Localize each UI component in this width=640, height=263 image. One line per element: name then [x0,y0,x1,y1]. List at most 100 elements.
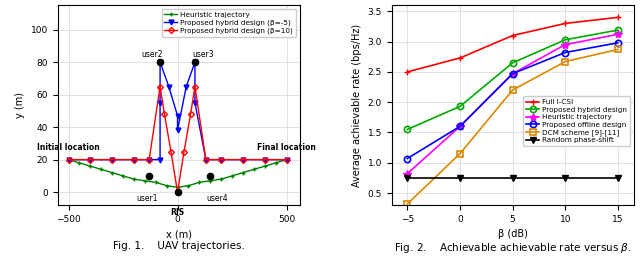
Line: DCM scheme [9]-[11]: DCM scheme [9]-[11] [404,46,621,207]
Heuristic trajectory [163,184,170,187]
Proposed offline design [456,125,464,128]
Heuristic trajectory [250,168,258,171]
DCM scheme [9]-[11] [456,152,464,155]
Full I-CSI [561,22,569,25]
Proposed hybrid design (β=10) [65,158,72,161]
Heuristic trajectory [561,43,569,46]
Heuristic trajectory [65,158,72,161]
Proposed hybrid design (β=-5) [156,101,164,104]
Heuristic trajectory [108,171,116,174]
Heuristic trajectory [261,165,269,168]
Heuristic trajectory [228,174,236,178]
Heuristic trajectory [239,171,247,174]
Heuristic trajectory [97,168,105,171]
Proposed offline design [561,51,569,54]
Line: Proposed offline design: Proposed offline design [404,40,621,162]
Proposed hybrid design (β=10) [130,158,138,161]
Heuristic trajectory [130,178,138,181]
Y-axis label: y (m): y (m) [15,92,25,118]
Heuristic trajectory [404,172,412,175]
Proposed hybrid design (β=10) [161,113,168,116]
Proposed hybrid design [561,38,569,41]
Proposed hybrid design [509,61,516,64]
Heuristic trajectory [456,125,464,128]
Full I-CSI [456,56,464,59]
Heuristic trajectory [184,184,192,187]
Heuristic trajectory [173,186,181,189]
Proposed hybrid design (β=10) [173,191,181,194]
Proposed hybrid design (β=-5) [173,129,181,132]
Heuristic trajectory [283,158,291,161]
Line: Proposed hybrid design: Proposed hybrid design [404,27,621,133]
Random phase-shift [561,176,569,179]
Proposed hybrid design (β=-5) [165,85,173,88]
DCM scheme [9]-[11] [404,202,412,205]
Random phase-shift [456,176,464,179]
Heuristic trajectory [509,72,516,75]
Proposed hybrid design (β=-5) [65,158,72,161]
Legend: Heuristic trajectory, Proposed hybrid design (β=-5), Proposed hybrid design (β=1: Heuristic trajectory, Proposed hybrid de… [161,9,296,37]
Text: user4: user4 [206,194,228,203]
Proposed hybrid design (β=10) [191,85,199,88]
Proposed hybrid design (β=-5) [191,60,199,64]
Full I-CSI [614,16,621,19]
Line: Proposed hybrid design (β=-5): Proposed hybrid design (β=-5) [66,60,289,162]
Proposed hybrid design (β=-5) [191,101,199,104]
Proposed hybrid design (β=10) [261,158,269,161]
Proposed hybrid design (β=-5) [145,158,153,161]
DCM scheme [9]-[11] [509,88,516,92]
X-axis label: x (m): x (m) [166,229,191,239]
Proposed offline design [509,72,516,75]
Proposed hybrid design [404,128,412,131]
Text: RIS: RIS [170,208,184,218]
Proposed hybrid design (β=10) [218,158,225,161]
Proposed offline design [404,157,412,160]
Heuristic trajectory [206,179,214,182]
Proposed hybrid design (β=-5) [202,158,210,161]
Proposed hybrid design (β=10) [156,85,164,88]
Line: Full I-CSI: Full I-CSI [404,14,621,75]
Proposed hybrid design (β=10) [283,158,291,161]
Proposed hybrid design (β=-5) [156,158,164,161]
Random phase-shift [509,176,516,179]
Proposed hybrid design (β=10) [180,150,188,153]
Heuristic trajectory [195,181,203,184]
Random phase-shift [404,176,412,179]
Proposed hybrid design (β=-5) [239,158,247,161]
Text: user1: user1 [136,194,157,203]
Proposed hybrid design (β=10) [167,150,175,153]
Heuristic trajectory [141,179,148,182]
X-axis label: β (dB): β (dB) [498,229,527,239]
Proposed hybrid design (β=10) [108,158,116,161]
Proposed hybrid design (β=-5) [283,158,291,161]
Text: user2: user2 [141,50,163,59]
DCM scheme [9]-[11] [561,60,569,63]
Text: Initial location: Initial location [37,143,100,152]
Line: Heuristic trajectory: Heuristic trajectory [66,157,289,190]
Text: Fig. 1.    UAV trajectories.: Fig. 1. UAV trajectories. [113,241,244,251]
Proposed hybrid design (β=10) [239,158,247,161]
Proposed hybrid design (β=-5) [130,158,138,161]
Full I-CSI [404,70,412,73]
Line: Heuristic trajectory: Heuristic trajectory [403,30,622,178]
Proposed hybrid design (β=-5) [156,60,164,64]
Random phase-shift [614,176,621,179]
Y-axis label: Average achievable rate (bps/Hz): Average achievable rate (bps/Hz) [352,24,362,187]
DCM scheme [9]-[11] [614,48,621,51]
Proposed offline design [614,41,621,44]
Heuristic trajectory [272,161,280,164]
Heuristic trajectory [218,178,225,181]
Heuristic trajectory [119,174,127,178]
Text: user3: user3 [193,50,214,59]
Proposed hybrid design (β=-5) [108,158,116,161]
Proposed hybrid design (β=10) [187,113,195,116]
Heuristic trajectory [614,33,621,36]
Proposed hybrid design [614,28,621,32]
Proposed hybrid design [456,105,464,108]
Line: Proposed hybrid design (β=10): Proposed hybrid design (β=10) [67,84,289,194]
Proposed hybrid design (β=-5) [261,158,269,161]
Heuristic trajectory [86,165,94,168]
Full I-CSI [509,34,516,37]
Heuristic trajectory [76,161,83,164]
Proposed hybrid design (β=10) [202,158,210,161]
